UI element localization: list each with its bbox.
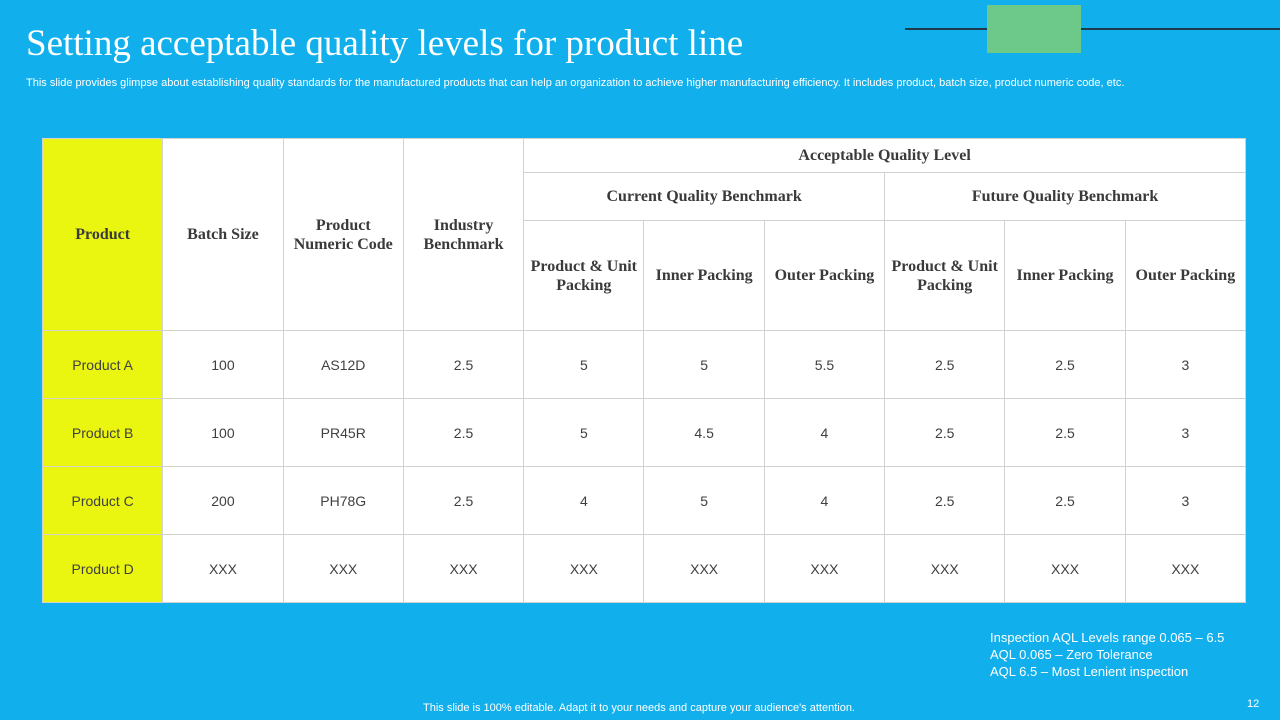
cell: 5: [643, 330, 765, 399]
cell: 2.5: [884, 330, 1006, 399]
cell: 100: [162, 398, 284, 467]
cell: 3: [1124, 466, 1247, 535]
cell: XXX: [523, 534, 645, 603]
quality-table: Product Batch Size Product Numeric Code …: [41, 138, 1247, 603]
cell: 4: [523, 466, 645, 535]
column-header: Batch Size: [162, 138, 284, 331]
table-row: Product D XXX XXX XXX XXX XXX XXX XXX XXX XXX: [41, 534, 1247, 603]
cell: 5: [643, 466, 765, 535]
row-label: Product D: [41, 534, 164, 603]
cell: 5: [523, 330, 645, 399]
cell: XXX: [763, 534, 886, 603]
column-header: Product & Unit Packing: [523, 220, 645, 331]
cell: 2.5: [884, 466, 1006, 535]
title: Setting acceptable quality levels for pr…: [26, 23, 744, 64]
cell: 2.5: [1004, 330, 1126, 399]
notes: Inspection AQL Levels range 0.065 – 6.5 A…: [990, 629, 1224, 680]
cell: 2.5: [884, 398, 1006, 467]
subgroup-header: Current Quality Benchmark: [523, 172, 886, 221]
cell: 4: [763, 466, 886, 535]
cell: 2.5: [1004, 398, 1126, 467]
subtitle: This slide provides glimpse about establ…: [26, 77, 1125, 89]
cell: 3: [1124, 398, 1247, 467]
row-label: Product A: [41, 330, 164, 399]
column-header: Industry Benchmark: [402, 138, 525, 331]
cell: XXX: [1004, 534, 1126, 603]
cell: AS12D: [282, 330, 404, 399]
cell: PR45R: [282, 398, 404, 467]
page-number: 12: [1247, 698, 1260, 710]
table-body: Product A 100 AS12D 2.5 5 5 5.5 2.5 2.5 3 Product …: [41, 330, 1247, 603]
cell: PH78G: [282, 466, 404, 535]
cell: XXX: [1124, 534, 1247, 603]
cell: 2.5: [402, 398, 525, 467]
table-row: Product C 200 PH78G 2.5 4 5 4 2.5 2.5 3: [41, 466, 1247, 535]
group-header: Acceptable Quality Level: [523, 138, 1247, 173]
table-row: Product B 100 PR45R 2.5 5 4.5 4 2.5 2.5 3: [41, 398, 1247, 467]
footer: This slide is 100% editable. Adapt it to…: [423, 702, 855, 714]
header-row: Product & Unit Packing Inner Packing Outer…: [43, 220, 1247, 331]
cell: XXX: [402, 534, 525, 603]
subgroup-header: Future Quality Benchmark: [884, 172, 1247, 221]
cell: XXX: [162, 534, 284, 603]
column-header: Product: [41, 138, 164, 331]
column-header: Product & Unit Packing: [884, 220, 1006, 331]
column-header: Inner Packing: [1004, 220, 1126, 331]
decor-box: [987, 5, 1081, 53]
row-label: Product B: [41, 398, 164, 467]
cell: 4.5: [643, 398, 765, 467]
note-line: AQL 0.065 – Zero Tolerance: [990, 647, 1153, 662]
cell: 2.5: [402, 466, 525, 535]
column-header: Product Numeric Code: [282, 138, 404, 331]
column-header: Outer Packing: [1124, 220, 1247, 331]
cell: 5.5: [763, 330, 886, 399]
cell: XXX: [643, 534, 765, 603]
cell: 100: [162, 330, 284, 399]
note-line: Inspection AQL Levels range 0.065 – 6.5: [990, 630, 1225, 645]
cell: 4: [763, 398, 886, 467]
header-row: Product Batch Size Product Numeric Code …: [41, 138, 1247, 331]
cell: 3: [1124, 330, 1247, 399]
cell: XXX: [282, 534, 404, 603]
cell: 200: [162, 466, 284, 535]
table-head: Product Batch Size Product Numeric Code …: [41, 138, 1247, 331]
cell: 2.5: [402, 330, 525, 399]
header-row: Current Quality Benchmark Future Quality…: [43, 172, 1247, 221]
note-line: AQL 6.5 – Most Lenient inspection: [990, 664, 1189, 679]
cell: 5: [523, 398, 645, 467]
column-header: Outer Packing: [763, 220, 886, 331]
decor-line: [905, 28, 1280, 30]
column-header: Inner Packing: [643, 220, 765, 331]
cell: XXX: [884, 534, 1006, 603]
row-label: Product C: [41, 466, 164, 535]
cell: 2.5: [1004, 466, 1126, 535]
table-row: Product A 100 AS12D 2.5 5 5 5.5 2.5 2.5 3: [41, 330, 1247, 399]
